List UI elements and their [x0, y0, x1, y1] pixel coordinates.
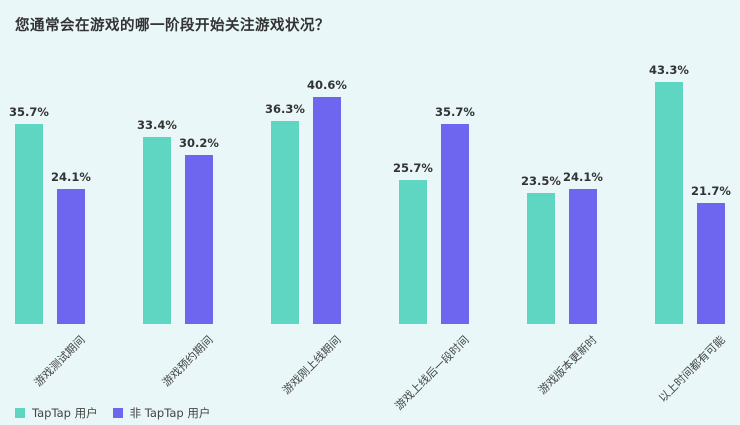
bar-taptap	[15, 124, 43, 324]
value-label: 36.3%	[265, 102, 305, 117]
value-label: 25.7%	[393, 161, 433, 176]
legend-swatch	[112, 408, 123, 418]
bar-taptap	[271, 121, 299, 324]
category-label: 以上时间都有可能	[656, 333, 728, 405]
value-label: 24.1%	[51, 170, 91, 185]
bar-taptap	[527, 192, 555, 324]
value-label: 30.2%	[179, 136, 219, 151]
legend-item-non-taptap: 非 TapTap 用户	[112, 405, 211, 421]
category-label: 游戏刚上线期间	[279, 333, 344, 398]
value-label: 23.5%	[521, 173, 561, 188]
value-label: 35.7%	[9, 105, 49, 120]
legend-label: 非 TapTap 用户	[129, 406, 211, 420]
legend-item-taptap: TapTap 用户	[15, 405, 98, 421]
bar-taptap	[143, 137, 171, 324]
chart-title: 您通常会在游戏的哪一阶段开始关注游戏状况？	[15, 18, 330, 34]
category-label: 游戏版本更新时	[535, 333, 600, 398]
category-label: 游戏预约期间	[159, 333, 216, 390]
value-label: 43.3%	[649, 62, 689, 77]
value-label: 21.7%	[691, 183, 731, 198]
bar-non-taptap	[313, 97, 341, 324]
bar-non-taptap	[697, 202, 725, 324]
value-label: 24.1%	[563, 170, 603, 185]
bar-taptap	[399, 180, 427, 324]
bar-non-taptap	[569, 189, 597, 324]
value-label: 33.4%	[137, 118, 177, 133]
legend-label: TapTap 用户	[32, 406, 98, 420]
legend: TapTap 用户 非 TapTap 用户	[15, 405, 225, 421]
category-label: 游戏测试期间	[31, 333, 88, 390]
bar-taptap	[655, 81, 683, 324]
bar-non-taptap	[57, 189, 85, 324]
value-label: 35.7%	[435, 105, 475, 120]
bar-non-taptap	[441, 124, 469, 324]
value-label: 40.6%	[307, 78, 347, 93]
category-label: 游戏上线后一段时间	[392, 333, 472, 413]
bar-non-taptap	[185, 155, 213, 324]
legend-swatch	[15, 408, 25, 418]
